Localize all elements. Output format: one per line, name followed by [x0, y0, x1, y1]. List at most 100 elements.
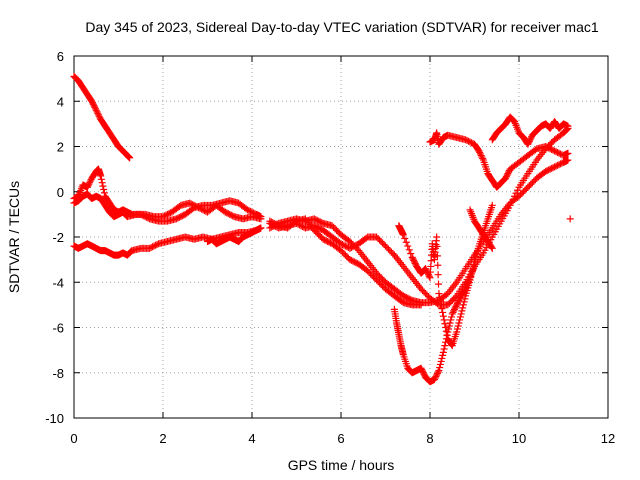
- data-point: [196, 204, 204, 212]
- data-point: [163, 210, 171, 218]
- data-point: [84, 182, 92, 190]
- data-point: [316, 218, 324, 226]
- data-point: [149, 243, 157, 251]
- data-point: [389, 250, 397, 258]
- data-point: [94, 111, 102, 119]
- data-point: [190, 201, 198, 209]
- data-point: [448, 296, 456, 304]
- data-point: [338, 248, 346, 256]
- data-point: [508, 198, 516, 206]
- x-axis-label: GPS time / hours: [288, 457, 395, 473]
- data-point: [448, 310, 456, 318]
- data-point: [557, 160, 565, 168]
- data-point: [178, 212, 186, 220]
- data-point: [150, 242, 158, 250]
- data-point: [95, 112, 103, 120]
- data-point: [410, 258, 418, 266]
- data-point: [470, 261, 478, 269]
- data-point: [528, 179, 536, 187]
- data-point: [514, 186, 522, 194]
- data-point: [505, 168, 513, 176]
- data-point: [445, 322, 453, 330]
- data-point: [193, 203, 201, 211]
- data-point: [524, 140, 532, 148]
- data-point: [549, 164, 557, 172]
- series-arc-c: [70, 190, 265, 223]
- data-point: [244, 206, 252, 214]
- data-point: [346, 238, 354, 246]
- data-point: [126, 154, 134, 162]
- data-point: [555, 161, 563, 169]
- data-point: [439, 308, 447, 316]
- x-tick-label: 10: [512, 431, 526, 446]
- data-point: [316, 225, 324, 233]
- data-point: [476, 149, 484, 157]
- data-point: [488, 201, 496, 209]
- data-point: [321, 236, 329, 244]
- data-point: [350, 242, 358, 250]
- data-point: [291, 218, 299, 226]
- data-point: [221, 208, 229, 216]
- data-point: [86, 179, 94, 187]
- data-point: [566, 215, 574, 223]
- data-point: [417, 285, 425, 293]
- data-point: [444, 328, 452, 336]
- data-point: [384, 245, 392, 253]
- data-point: [442, 291, 450, 299]
- data-point: [551, 147, 559, 155]
- data-point: [433, 242, 441, 250]
- data-point: [468, 270, 476, 278]
- data-point: [438, 354, 446, 362]
- data-point: [195, 204, 203, 212]
- data-point: [310, 215, 318, 223]
- data-point: [451, 304, 459, 312]
- data-point: [446, 319, 454, 327]
- data-point: [420, 288, 428, 296]
- data-point: [548, 139, 556, 147]
- data-point: [435, 280, 443, 288]
- data-point: [341, 242, 349, 250]
- data-point: [90, 102, 98, 110]
- data-point: [373, 233, 381, 241]
- data-point: [172, 215, 180, 223]
- data-point: [454, 322, 462, 330]
- data-point: [93, 108, 101, 116]
- x-tick-label: 12: [601, 431, 615, 446]
- data-point: [92, 106, 100, 114]
- y-tick-label: 6: [57, 49, 64, 64]
- data-point: [377, 281, 385, 289]
- data-point: [330, 223, 338, 231]
- data-point: [430, 376, 438, 384]
- data-point: [373, 276, 381, 284]
- data-point: [401, 235, 409, 243]
- series-arc-j: [395, 201, 496, 350]
- data-point: [91, 103, 99, 111]
- data-point: [367, 270, 375, 278]
- data-point: [439, 312, 447, 320]
- data-point: [459, 301, 467, 309]
- data-point: [478, 153, 486, 161]
- data-point: [147, 244, 155, 252]
- data-point: [518, 189, 526, 197]
- data-point: [467, 273, 475, 281]
- data-point: [434, 261, 442, 269]
- series-arc-m: [466, 206, 496, 252]
- data-point: [454, 298, 462, 306]
- data-point: [160, 212, 168, 220]
- data-point: [341, 251, 349, 259]
- data-point: [455, 319, 463, 327]
- data-point: [223, 209, 231, 217]
- data-point: [469, 264, 477, 272]
- data-point: [543, 167, 551, 175]
- data-point: [404, 242, 412, 250]
- data-point: [399, 292, 407, 300]
- data-point: [434, 368, 442, 376]
- data-point: [377, 274, 385, 282]
- data-point: [440, 316, 448, 324]
- data-point: [479, 155, 487, 163]
- data-point: [97, 175, 105, 183]
- data-point: [420, 370, 428, 378]
- series-arc-f: [266, 156, 572, 307]
- data-point: [435, 290, 443, 298]
- data-point: [439, 348, 447, 356]
